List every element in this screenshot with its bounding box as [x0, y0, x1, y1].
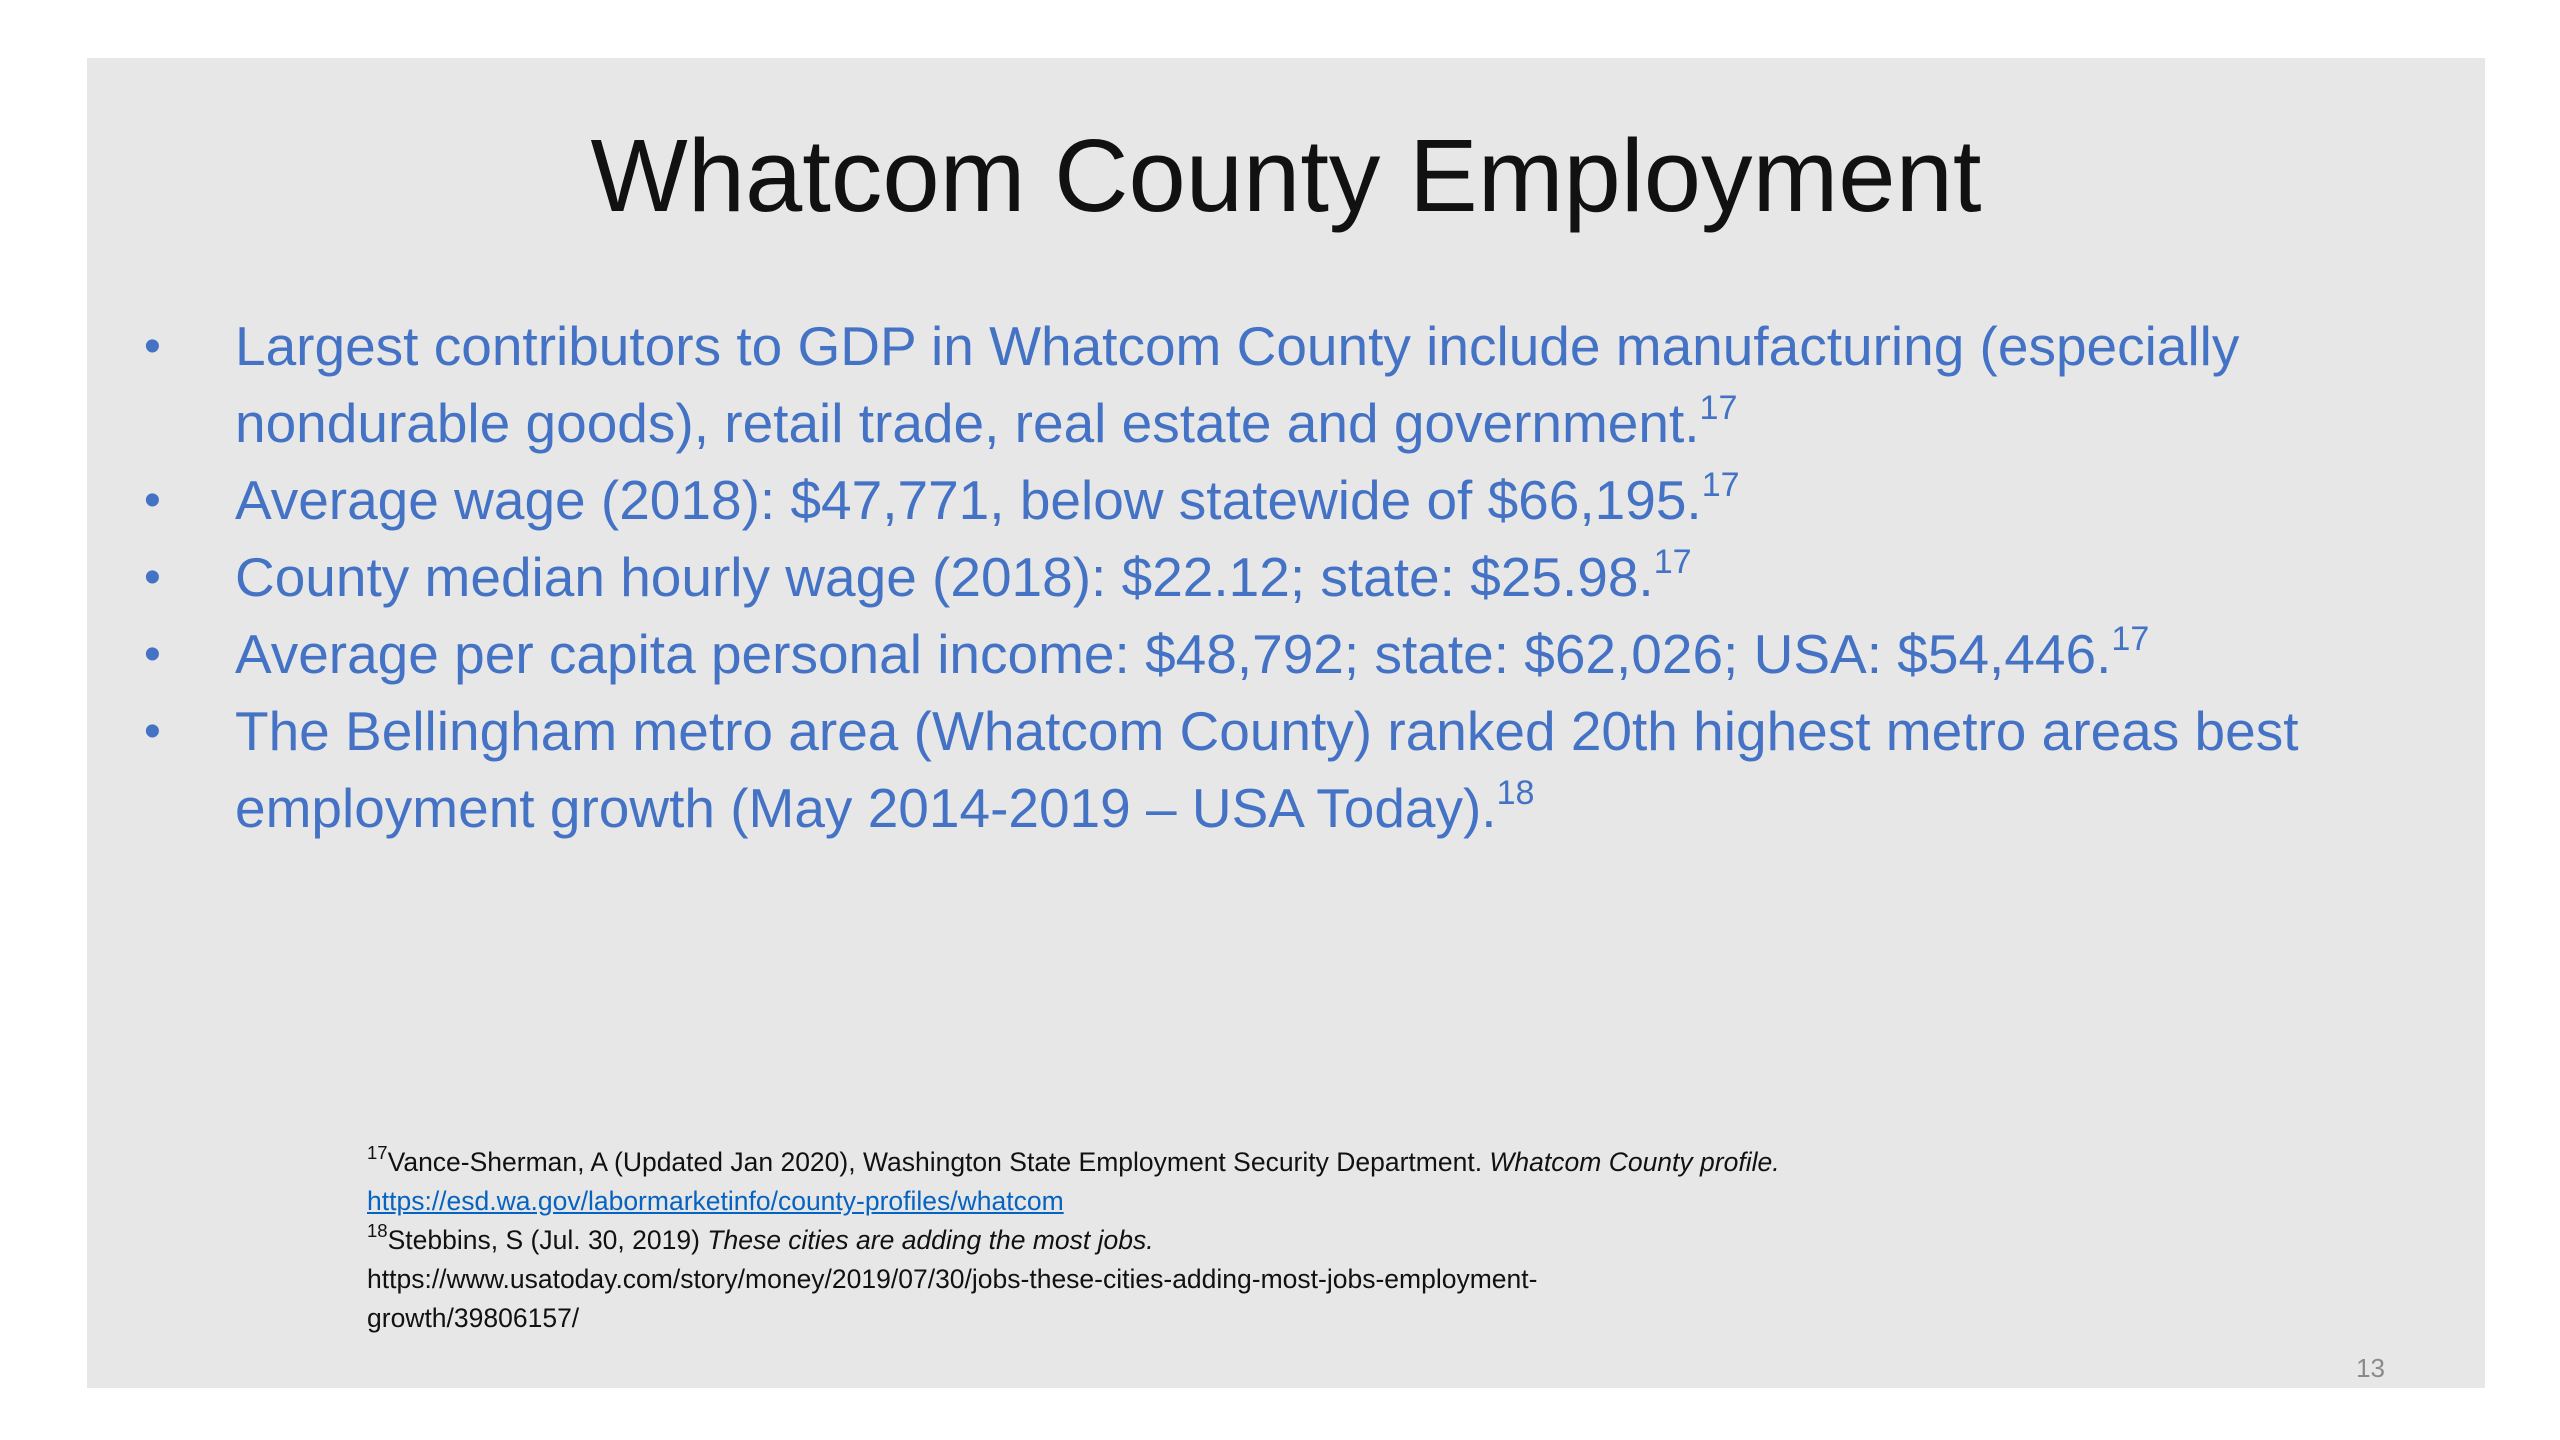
slide-title: Whatcom County Employment	[590, 118, 1982, 233]
footnote-ref: 17	[1653, 543, 1692, 582]
footnote-number: 18	[367, 1220, 388, 1242]
footnote-17: 17Vance-Sherman, A (Updated Jan 2020), W…	[367, 1143, 1947, 1221]
bullet-text: Average per capita personal income: $48,…	[235, 623, 2112, 685]
bullet-item: • Average wage (2018): $47,771, below st…	[144, 462, 2435, 539]
footnote-link[interactable]: https://esd.wa.gov/labormarketinfo/count…	[367, 1186, 1064, 1216]
slide: Whatcom County Employment • Largest cont…	[87, 58, 2485, 1388]
bullet-list: • Largest contributors to GDP in Whatcom…	[144, 308, 2435, 847]
footnote-text: Vance-Sherman, A (Updated Jan 2020), Was…	[387, 1147, 1490, 1177]
footnote-ref: 18	[1496, 774, 1535, 813]
bullet-item: • Average per capita personal income: $4…	[144, 616, 2435, 693]
footnote-url-line: https://www.usatoday.com/story/money/201…	[367, 1264, 1538, 1294]
bullet-item: • County median hourly wage (2018): $22.…	[144, 539, 2435, 616]
bullet-text: County median hourly wage (2018): $22.12…	[235, 546, 1654, 608]
bullet-text: The Bellingham metro area (Whatcom Count…	[235, 700, 2299, 839]
bullet-dot-icon: •	[144, 551, 161, 604]
footnote-ref: 17	[1701, 466, 1740, 505]
bullet-dot-icon: •	[144, 474, 161, 527]
bullet-text: Average wage (2018): $47,771, below stat…	[235, 469, 1702, 531]
bullet-item: • Largest contributors to GDP in Whatcom…	[144, 308, 2435, 462]
footnote-number: 17	[367, 1142, 388, 1164]
footnote-text: Stebbins, S (Jul. 30, 2019)	[387, 1225, 708, 1255]
page-number: 13	[2356, 1353, 2385, 1383]
footnote-italic: Whatcom County profile.	[1489, 1147, 1780, 1177]
bullet-dot-icon: •	[144, 320, 161, 373]
footnote-ref: 17	[1699, 389, 1738, 428]
footnotes: 17Vance-Sherman, A (Updated Jan 2020), W…	[367, 1143, 1947, 1338]
bullet-item: • The Bellingham metro area (Whatcom Cou…	[144, 693, 2435, 847]
bullet-dot-icon: •	[144, 628, 161, 681]
footnote-18: 18Stebbins, S (Jul. 30, 2019) These citi…	[367, 1221, 1947, 1338]
footnote-url-line: growth/39806157/	[367, 1303, 580, 1333]
bullet-dot-icon: •	[144, 705, 161, 758]
bullet-text: Largest contributors to GDP in Whatcom C…	[235, 315, 2240, 454]
footnote-ref: 17	[2111, 620, 2150, 659]
footnote-italic: These cities are adding the most jobs.	[707, 1225, 1154, 1255]
